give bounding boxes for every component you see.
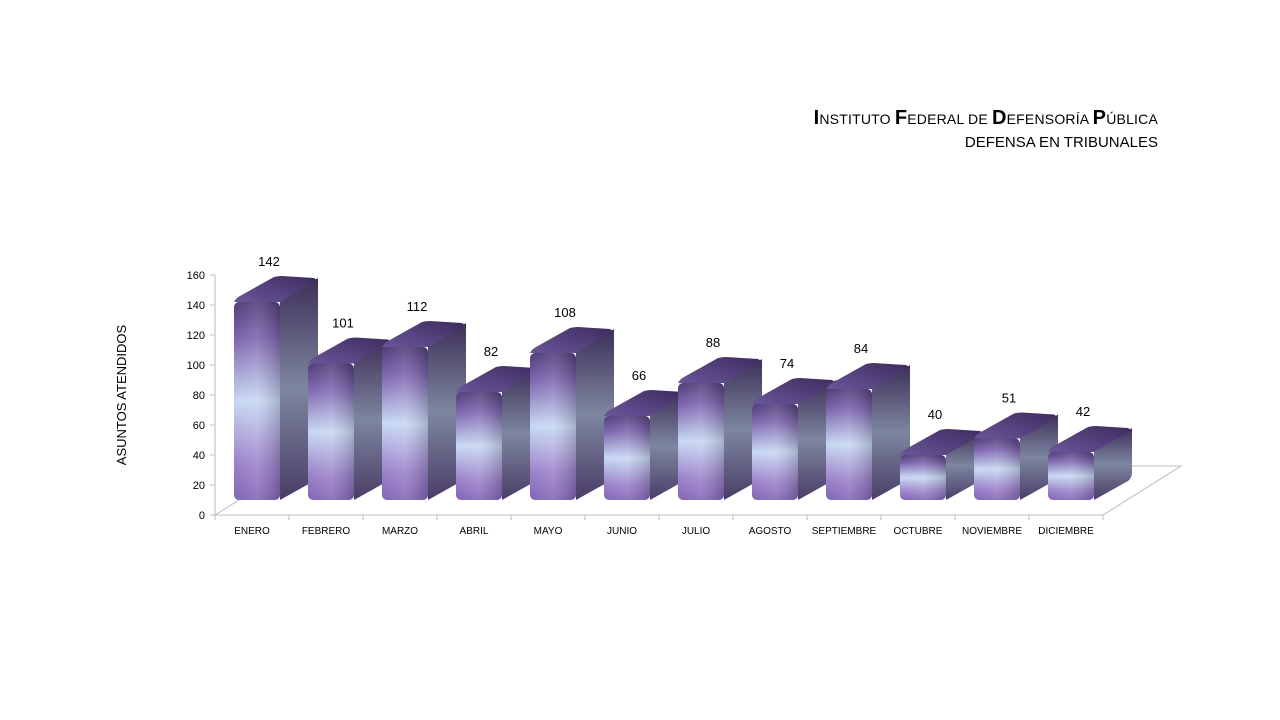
x-tick-label: ENERO xyxy=(234,526,270,537)
title-block: INSTITUTO FEDERAL DE DEFENSORÍA PÚBLICA … xyxy=(814,108,1158,153)
x-tick-label: MAYO xyxy=(534,526,563,537)
y-axis-title: ASUNTOS ATENDIDOS xyxy=(114,324,129,465)
bar-top xyxy=(1048,426,1131,452)
bar-top xyxy=(604,390,687,416)
bar-front-shade xyxy=(530,353,576,500)
bar-marzo xyxy=(382,321,466,500)
x-tick-label: SEPTIEMBRE xyxy=(812,526,877,537)
data-label: 84 xyxy=(854,341,868,356)
y-tick-label: 120 xyxy=(187,330,205,342)
bar-front-shade xyxy=(604,416,650,500)
bar-front-shade xyxy=(234,302,280,500)
bar-abril xyxy=(456,366,540,500)
data-label: 66 xyxy=(632,368,646,383)
data-label: 142 xyxy=(258,254,280,269)
bar-top xyxy=(308,337,391,364)
bar-febrero xyxy=(308,337,392,500)
data-labels: 142 101 112 82 108 66 88 74 84 40 51 42 xyxy=(258,254,1090,422)
bar-front-shade xyxy=(382,347,428,500)
data-label: 101 xyxy=(332,316,354,331)
chart-subtitle: DEFENSA EN TRIBUNALES xyxy=(964,134,1158,151)
y-axis-ticks: 0 20 40 60 80 100 120 140 160 xyxy=(187,270,215,522)
bar-octubre xyxy=(900,429,984,500)
bar-front-shade xyxy=(1048,452,1094,500)
bar-front-shade xyxy=(900,455,946,500)
data-label: 88 xyxy=(706,335,720,350)
bar-top xyxy=(382,321,465,347)
bar-top xyxy=(752,378,835,404)
bar-diciembre xyxy=(1048,426,1132,500)
title-word: FEDERAL xyxy=(894,107,964,129)
data-label: 108 xyxy=(554,305,576,320)
bar-front-shade xyxy=(678,383,724,500)
y-tick-label: 40 xyxy=(193,450,205,462)
data-label: 42 xyxy=(1076,404,1090,419)
y-tick-label: 100 xyxy=(187,360,205,372)
y-tick-label: 160 xyxy=(187,270,205,282)
bar-front-shade xyxy=(974,438,1020,500)
title-word: PÚBLICA xyxy=(1092,107,1158,129)
x-tick-label: JUNIO xyxy=(607,526,637,537)
bar-front-shade xyxy=(826,389,872,500)
bars xyxy=(234,276,1132,500)
x-tick-label: ABRIL xyxy=(460,526,489,537)
x-tick-label: DICIEMBRE xyxy=(1038,526,1094,537)
y-tick-label: 0 xyxy=(199,510,205,522)
title-word: INSTITUTO xyxy=(813,107,891,129)
bar-mayo xyxy=(530,327,614,500)
y-tick-label: 60 xyxy=(193,420,205,432)
bar-junio xyxy=(604,390,688,500)
bar-septiembre xyxy=(826,363,910,500)
bar-top xyxy=(826,363,909,389)
x-tick-label: OCTUBRE xyxy=(894,526,943,537)
bar-top xyxy=(234,276,317,302)
bar-noviembre xyxy=(974,412,1058,500)
data-label: 51 xyxy=(1002,391,1016,406)
bar-top xyxy=(974,412,1057,439)
title-word: DEFENSORÍA xyxy=(991,107,1089,129)
y-tick-label: 20 xyxy=(193,480,205,492)
bar-enero xyxy=(234,276,318,500)
bar-front-shade xyxy=(456,392,502,500)
chart-title: INSTITUTO FEDERAL DE DEFENSORÍA PÚBLICA xyxy=(814,108,1158,129)
bar-top xyxy=(456,366,539,392)
title-word: DE xyxy=(968,111,988,127)
x-tick-label: JULIO xyxy=(682,526,711,537)
x-tick-label: FEBRERO xyxy=(302,526,351,537)
y-tick-label: 140 xyxy=(187,300,205,312)
data-label: 112 xyxy=(407,299,428,314)
x-axis-labels: ENERO FEBRERO MARZO ABRIL MAYO JUNIO JULIO AGOS… xyxy=(214,515,1104,537)
bar-front-shade xyxy=(752,404,798,500)
bar-front-shade xyxy=(308,363,354,500)
bar-top xyxy=(900,429,983,455)
data-label: 40 xyxy=(928,407,942,422)
x-tick-label: MARZO xyxy=(382,526,418,537)
data-label: 74 xyxy=(780,356,794,371)
y-tick-label: 80 xyxy=(193,390,205,402)
bar-top xyxy=(678,357,761,383)
bar-julio xyxy=(678,357,762,500)
bar-top xyxy=(530,327,613,353)
data-label: 82 xyxy=(484,344,498,359)
x-tick-label: NOVIEMBRE xyxy=(962,526,1022,537)
x-tick-label: AGOSTO xyxy=(749,526,792,537)
bar-agosto xyxy=(752,378,836,500)
